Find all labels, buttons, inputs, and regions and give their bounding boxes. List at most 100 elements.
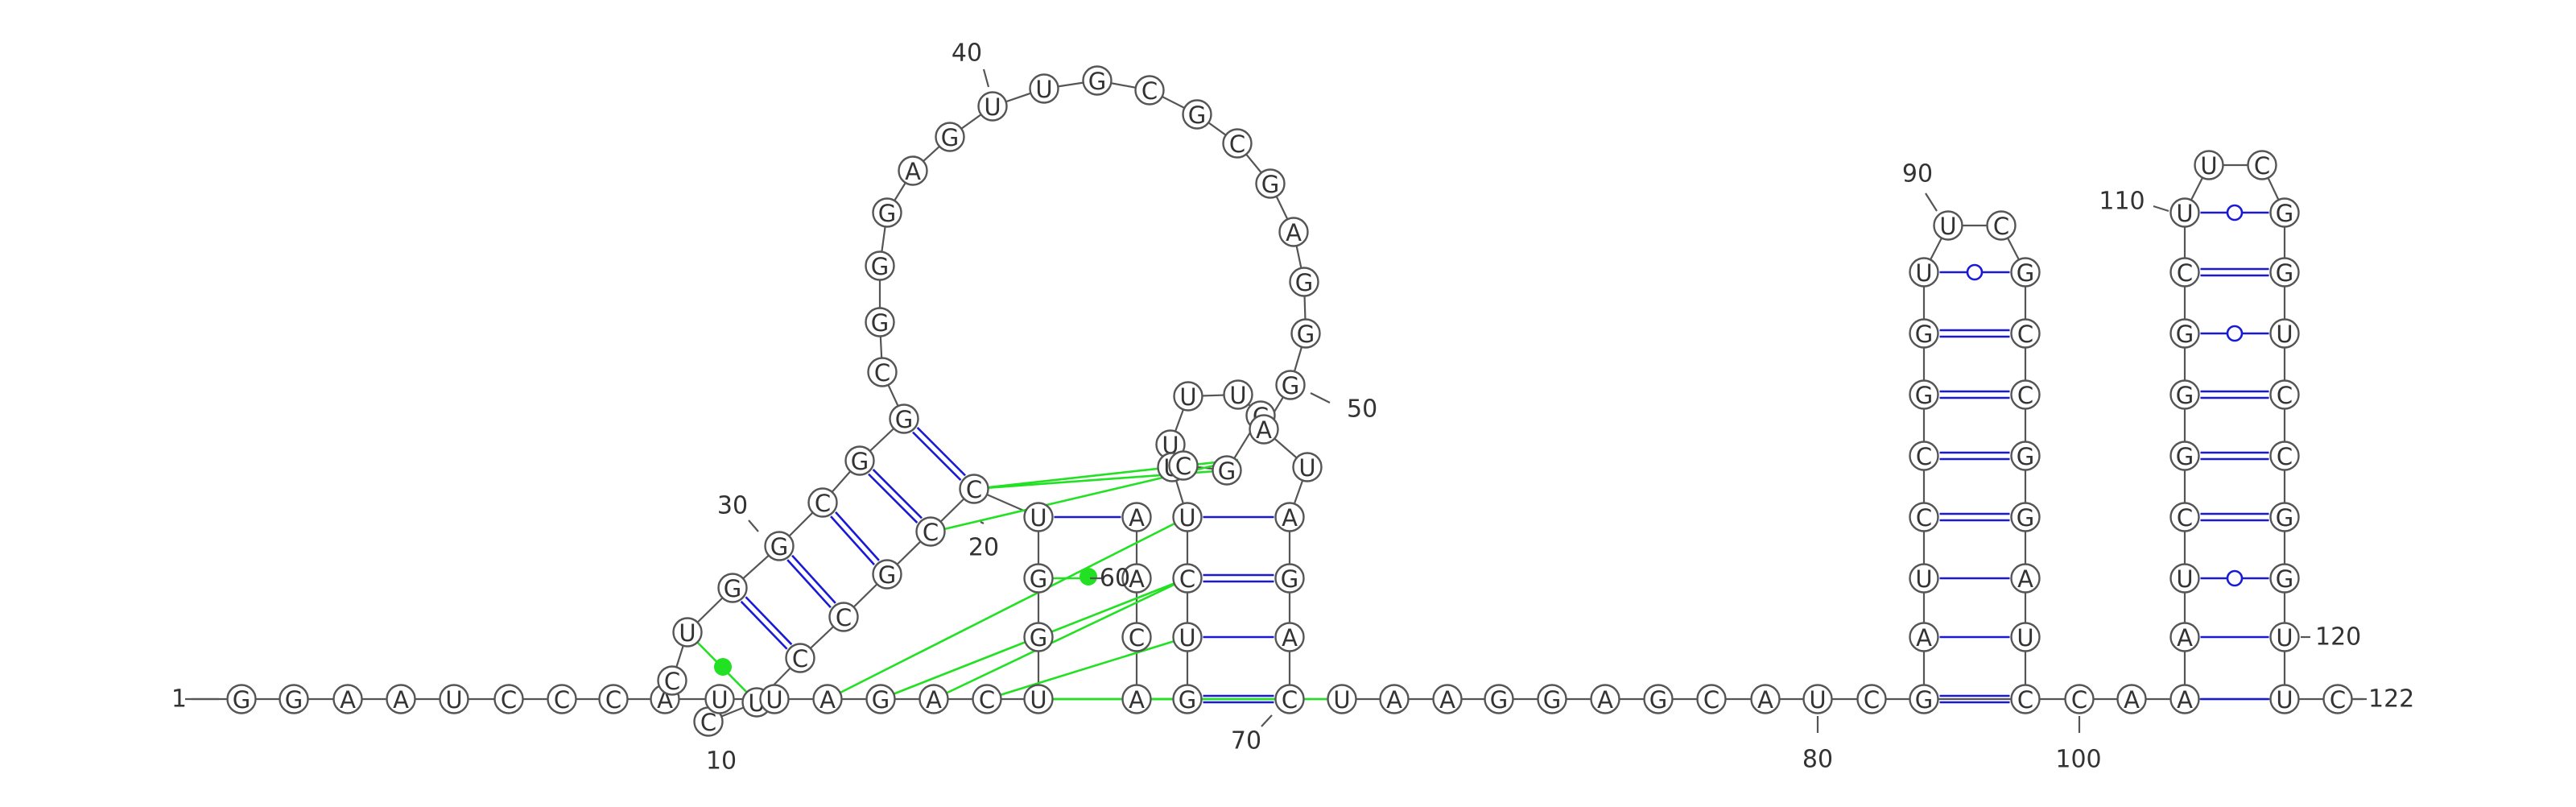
- nucleotide: U: [1155, 429, 1186, 460]
- wobble-pair-marker: [2226, 569, 2244, 587]
- nucleotide: A: [919, 684, 949, 714]
- nucleotide-letter: G: [770, 533, 788, 561]
- nucleotide-circle: [1121, 622, 1152, 652]
- nucleotide-circle: [1909, 257, 1939, 288]
- position-number: 10: [706, 747, 737, 776]
- nucleotide-letter: A: [905, 158, 921, 185]
- nucleotide-circle: [1121, 684, 1152, 714]
- pseudoknot-line: [827, 515, 1188, 701]
- nucleotide-circle: [1222, 128, 1253, 159]
- nucleotide: C: [1222, 128, 1253, 159]
- nucleotide: U: [704, 684, 735, 714]
- nucleotide-circle: [977, 91, 1008, 122]
- nucleotide: C: [1856, 684, 1887, 714]
- nucleotide-letter: C: [2330, 686, 2346, 714]
- nucleotide-letter: A: [1256, 416, 1272, 444]
- nucleotide-letter: A: [1439, 686, 1455, 714]
- nucleotide-letter: C: [2071, 686, 2087, 714]
- base-pair-line: [740, 600, 788, 650]
- nucleotide-circle: [1274, 502, 1305, 532]
- nucleotide-letter: U: [1179, 624, 1195, 652]
- nucleotide: A: [1750, 684, 1781, 714]
- base-pair-line: [916, 427, 966, 477]
- nucleotide-letter: C: [2277, 443, 2293, 470]
- nucleotide-letter: U: [445, 686, 462, 714]
- nucleotide-circle: [1856, 684, 1887, 714]
- nucleotide-circle: [2010, 441, 2041, 471]
- nucleotide-circle: [2116, 684, 2147, 714]
- nucleotide: C: [2010, 318, 2041, 349]
- position-number: 60: [1100, 565, 1130, 593]
- nucleotide-letter: C: [2177, 504, 2193, 532]
- nucleotide: A: [1121, 563, 1152, 594]
- nucleotide: U: [439, 684, 469, 714]
- nucleotide-letter: A: [340, 686, 356, 714]
- nucleotide-letter: C: [874, 359, 890, 387]
- nucleotide-circle: [2169, 622, 2200, 652]
- nucleotide-circle: [717, 573, 748, 603]
- nucleotide-letter: A: [926, 686, 942, 714]
- base-pair-line: [872, 469, 923, 519]
- nucleotide-letter: C: [2277, 382, 2293, 409]
- position-number: 70: [1231, 727, 1261, 755]
- nucleotide: C: [959, 474, 989, 504]
- nucleotide: U: [2269, 318, 2300, 349]
- nucleotide: G: [865, 250, 895, 281]
- nucleotide-letter: C: [1993, 213, 2009, 240]
- nucleotide: C: [2269, 441, 2300, 471]
- base-pair-line: [745, 596, 793, 646]
- nucleotide-letter: U: [1333, 686, 1350, 714]
- nucleotide-letter: G: [724, 575, 741, 602]
- position-number: 100: [2055, 746, 2101, 774]
- pseudoknot-dot: [1080, 568, 1097, 586]
- nucleotide: G: [1290, 318, 1321, 349]
- nucleotide: A: [1278, 217, 1309, 247]
- nucleotide-letter: A: [1757, 686, 1773, 714]
- nucleotide-circle: [332, 684, 363, 714]
- wobble-pair-marker: [2226, 325, 2244, 342]
- nucleotide-letter: G: [1088, 68, 1106, 95]
- nucleotide: G: [1182, 99, 1212, 130]
- nucleotide-circle: [1255, 168, 1286, 199]
- nucleotide-letter: G: [1281, 565, 1298, 593]
- nucleotide-circle: [279, 684, 309, 714]
- nucleotide-letter: C: [700, 709, 716, 736]
- nucleotide-circle: [759, 684, 790, 714]
- nucleotide-letter: C: [2017, 686, 2033, 714]
- nucleotide-letter: C: [1916, 443, 1932, 470]
- nucleotide-circle: [872, 559, 902, 590]
- nucleotide-circle: [1933, 210, 1963, 241]
- nucleotide-circle: [1290, 318, 1321, 349]
- nucleotide: U: [2269, 684, 2300, 714]
- nucleotide-circle: [1537, 684, 1567, 714]
- position-tick: [1310, 392, 1331, 404]
- nucleotide-circle: [1289, 267, 1319, 297]
- nucleotide-circle: [1379, 684, 1410, 714]
- nucleotide: G: [1289, 267, 1319, 297]
- nucleotide-letter: A: [2177, 686, 2193, 714]
- nucleotide-letter: U: [2017, 624, 2033, 652]
- nucleotide-letter: U: [1915, 565, 1932, 593]
- nucleotide-circle: [1327, 684, 1357, 714]
- nucleotide: C: [493, 684, 524, 714]
- nucleotide-circle: [1121, 502, 1152, 532]
- nucleotide: U: [2194, 150, 2224, 180]
- nucleotide-circle: [2169, 502, 2200, 532]
- nucleotide-letter: G: [941, 124, 959, 151]
- nucleotide: C: [1986, 210, 2017, 241]
- nucleotide-letter: G: [1543, 686, 1561, 714]
- nucleotide: G: [2010, 257, 2041, 288]
- nucleotide-letter: G: [2276, 565, 2293, 593]
- nucleotide-letter: G: [1282, 372, 1299, 399]
- nucleotide-circle: [1750, 684, 1781, 714]
- nucleotide: G: [1082, 65, 1113, 96]
- nucleotide: C: [1909, 441, 1939, 471]
- nucleotide-circle: [1909, 441, 1939, 471]
- nucleotide-circle: [972, 684, 1002, 714]
- nucleotide-letter: U: [1298, 454, 1315, 482]
- nucleotide-letter: G: [2276, 200, 2293, 227]
- nucleotide: A: [1274, 622, 1305, 652]
- nucleotide-circle: [865, 684, 896, 714]
- backbone-segment: [671, 79, 1309, 699]
